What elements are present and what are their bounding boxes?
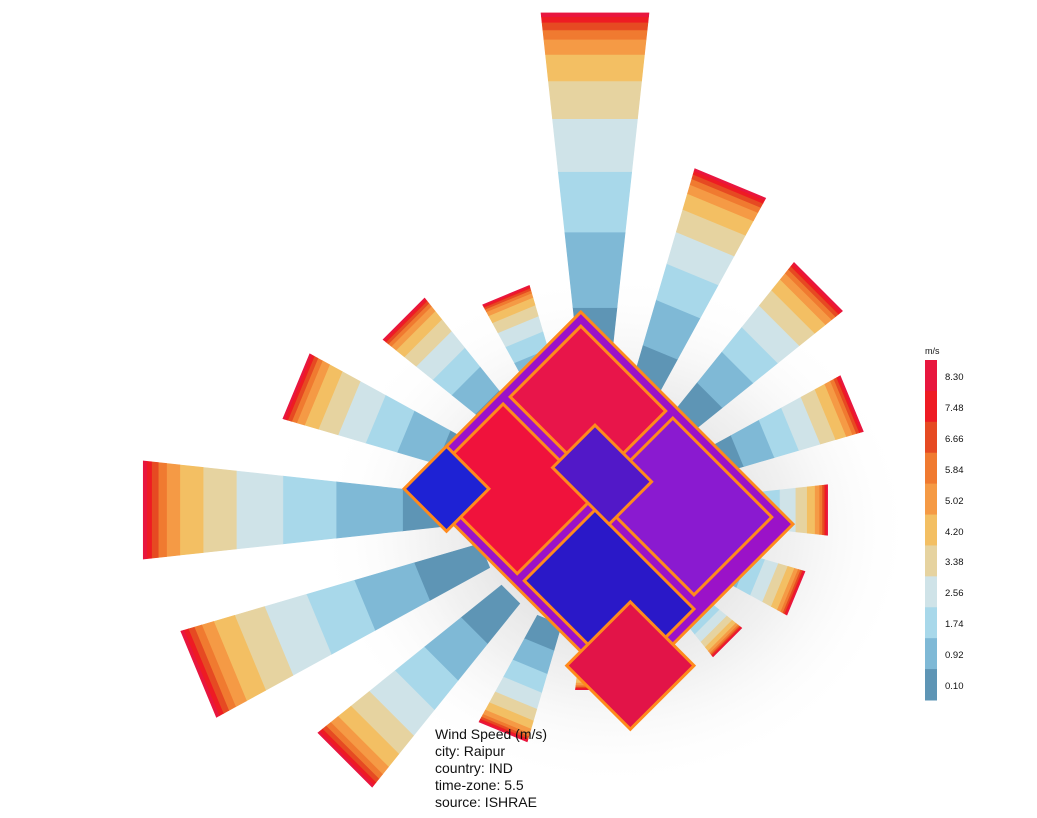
legend-band-3 — [925, 452, 937, 485]
legend-tick-label: 6.66 — [945, 433, 964, 445]
legend-tick-label: 5.02 — [945, 495, 964, 507]
legend-band-2 — [925, 421, 937, 454]
petal-band — [317, 730, 375, 788]
petal-315 — [382, 297, 521, 436]
legend-band-8 — [925, 607, 937, 639]
roof-panel-core — [550, 423, 654, 527]
legend-band-6 — [925, 545, 937, 577]
legend-tick-label: 0.10 — [945, 681, 964, 692]
legend-band-5 — [925, 514, 937, 546]
legend-unit-label: m/s — [925, 346, 940, 356]
petal-band — [157, 462, 167, 558]
legend-band-10 — [925, 669, 937, 701]
petal-band — [282, 475, 337, 545]
legend-band-7 — [925, 576, 937, 608]
petal-band — [180, 629, 220, 718]
petal-band — [482, 285, 531, 307]
petal-band — [382, 297, 426, 341]
petal-band — [543, 39, 647, 55]
petal-band — [795, 486, 808, 534]
building-massing — [401, 309, 796, 732]
petal-band — [542, 29, 648, 40]
chart-title: Wind Speed (m/s) — [435, 726, 548, 742]
petal-band — [142, 460, 147, 560]
petal-band — [545, 54, 645, 82]
petal-band — [814, 485, 820, 535]
legend-band-0 — [925, 360, 937, 392]
petal-202.5 — [478, 614, 562, 743]
petal-0 — [540, 12, 650, 392]
legend-tick-label: 8.30 — [945, 372, 964, 383]
legend-band-9 — [925, 638, 937, 670]
petal-band — [146, 460, 152, 560]
speed-legend: m/s 8.30 7.48 6.66 5.84 5.02 4.20 3.38 2.56 1.74… — [925, 346, 985, 706]
petal-band — [202, 467, 237, 553]
petal-band — [819, 484, 823, 536]
petal-67.5 — [699, 375, 864, 477]
stair-block — [401, 444, 492, 534]
petal-band — [792, 262, 843, 313]
petal-band — [478, 720, 528, 743]
legend-tick-label: 1.74 — [945, 619, 964, 631]
legend-color-bar — [925, 360, 937, 701]
petal-band — [826, 484, 828, 536]
petal-band — [548, 80, 642, 120]
petal-band — [541, 16, 649, 23]
legend-band-1 — [925, 390, 937, 423]
petal-band — [785, 570, 806, 616]
legend-tick-label: 3.38 — [945, 557, 964, 569]
petal-band — [540, 12, 650, 18]
petal-band — [693, 168, 767, 201]
petal-band — [541, 22, 649, 31]
chart-info-block: Wind Speed (m/s) city: Raipur country: I… — [435, 726, 547, 811]
legend-tick-label: 2.56 — [945, 588, 964, 600]
legend-band-4 — [925, 483, 937, 516]
timezone-label: time-zone: 5.5 — [435, 777, 524, 793]
petal-band — [236, 470, 284, 550]
petal-247.5 — [180, 543, 491, 718]
petal-band — [557, 171, 633, 233]
petal-band — [822, 484, 826, 536]
petal-band — [335, 481, 403, 539]
petal-band — [712, 627, 743, 658]
petal-45 — [669, 262, 843, 436]
petal-band — [806, 485, 816, 535]
petal-band — [151, 461, 159, 559]
petal-band — [282, 353, 312, 420]
petal-band — [564, 231, 626, 308]
legend-tick-label: 7.48 — [945, 402, 964, 414]
petal-band — [838, 375, 864, 433]
petal-band — [166, 463, 181, 557]
petal-band — [552, 118, 638, 172]
city-label: city: Raipur — [435, 743, 506, 759]
legend-tick-label: 4.20 — [945, 526, 964, 538]
country-label: country: IND — [435, 760, 513, 776]
petal-band — [179, 464, 204, 556]
annex-block — [564, 599, 697, 732]
legend-tick-label: 0.92 — [945, 650, 964, 662]
petal-225 — [317, 584, 521, 788]
legend-tick-label: 5.84 — [945, 464, 964, 476]
source-label: source: ISHRAE — [435, 794, 537, 810]
